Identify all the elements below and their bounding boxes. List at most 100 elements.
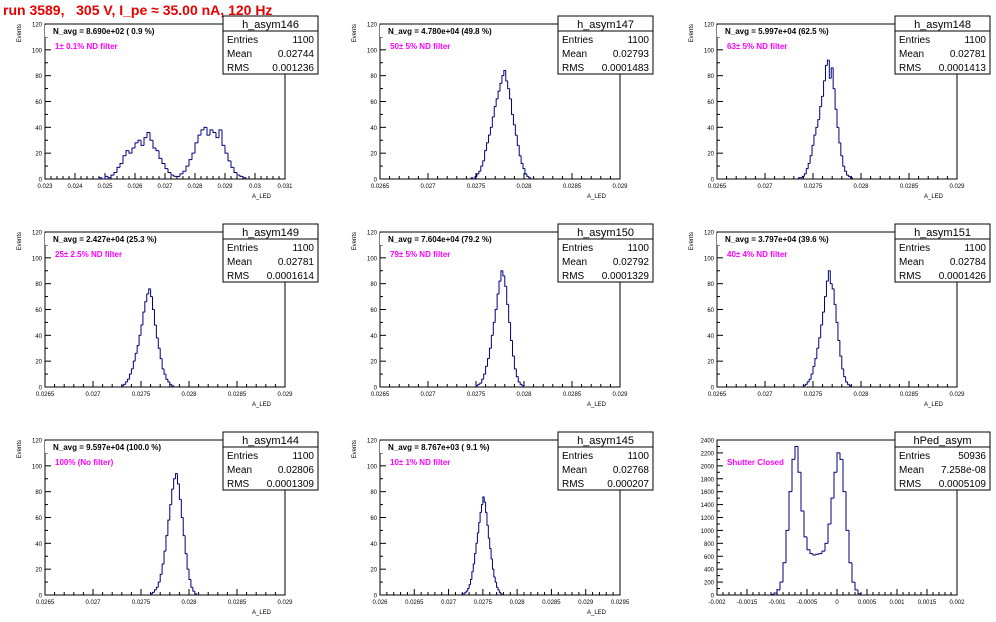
stats-box xyxy=(894,431,991,491)
navg-label: N_avg = 8.690e+02 ( 0.9 %) xyxy=(53,27,155,36)
stats-value: 1100 xyxy=(627,35,649,46)
histogram-bin xyxy=(493,106,497,117)
histogram-bin xyxy=(116,166,120,173)
stats-value: 0.02781 xyxy=(278,257,315,268)
histogram-bin xyxy=(785,529,789,563)
histogram-bin xyxy=(121,385,124,387)
x-axis-label: A_LED xyxy=(587,194,607,200)
histogram-bin xyxy=(845,491,849,531)
stats-key: RMS xyxy=(899,271,922,282)
navg-box-bg xyxy=(380,441,560,453)
x-tick-label: 0.0285 xyxy=(563,392,582,398)
histogram-bin xyxy=(491,558,494,570)
stats-key: RMS xyxy=(562,479,585,490)
x-axis-label: A_LED xyxy=(924,194,944,200)
histogram-bin xyxy=(487,134,491,143)
stats-key: RMS xyxy=(899,63,922,74)
histogram-bin xyxy=(155,586,159,590)
y-tick-label: 60 xyxy=(35,308,42,314)
histogram-bin xyxy=(475,542,478,554)
y-tick-label: 120 xyxy=(704,231,715,237)
histogram-bin xyxy=(180,499,184,518)
stats-value: 1100 xyxy=(292,243,314,254)
histogram-bin xyxy=(513,356,517,370)
histogram-name: h_asym148 xyxy=(914,19,971,31)
y-axis-label: Events xyxy=(17,440,23,458)
y-tick-label: 0 xyxy=(711,594,715,600)
x-tick-label: 0.027 xyxy=(85,600,101,606)
x-tick-label: 0.0265 xyxy=(371,392,390,398)
histogram-bin xyxy=(496,293,500,310)
histogram-bin xyxy=(487,525,490,539)
histogram-bin xyxy=(830,497,834,524)
histogram-bin xyxy=(827,270,831,282)
histogram-bin xyxy=(824,296,827,313)
y-tick-label: 80 xyxy=(370,74,377,80)
filter-annotation: 1± 0.1% ND filter xyxy=(55,42,118,51)
y-tick-label: 120 xyxy=(32,23,43,29)
histogram-bin xyxy=(127,378,130,382)
histogram-bin xyxy=(833,471,837,499)
histogram-bin xyxy=(827,523,831,544)
navg-box-bg xyxy=(717,25,897,37)
histogram-bin xyxy=(486,512,489,526)
filter-annotation: 63± 5% ND filter xyxy=(727,42,787,51)
x-tick-label: 0.028 xyxy=(187,184,203,190)
histogram-bin xyxy=(471,571,474,580)
histogram-bin xyxy=(146,132,150,138)
histogram-bin xyxy=(505,70,508,82)
histogram-bin xyxy=(468,584,471,589)
histogram-bin xyxy=(828,60,832,79)
histogram-bin xyxy=(221,129,225,146)
histogram-bin xyxy=(188,569,191,580)
histogram-bin xyxy=(169,504,172,521)
histogram-bin xyxy=(496,582,498,588)
stats-box xyxy=(557,15,654,75)
y-tick-label: 2000 xyxy=(701,464,715,470)
x-tick-label: 0.025 xyxy=(97,184,113,190)
navg-box-bg xyxy=(45,233,225,245)
histogram-bin xyxy=(830,67,834,79)
histogram-bin xyxy=(821,550,825,554)
y-tick-label: 40 xyxy=(35,334,42,340)
stats-value: 0.02784 xyxy=(950,257,987,268)
x-tick-label: 0.0275 xyxy=(804,392,823,398)
y-tick-label: 1800 xyxy=(701,477,715,483)
x-tick-label: 0.028 xyxy=(516,184,532,190)
stats-value: 7.258e-08 xyxy=(941,465,986,476)
histogram-bin xyxy=(165,374,168,380)
histogram-bin xyxy=(794,445,798,460)
histogram-bin xyxy=(520,155,524,164)
y-tick-label: 20 xyxy=(370,568,377,574)
histogram-bin xyxy=(152,591,155,594)
stats-key: Mean xyxy=(562,49,587,60)
x-tick-label: 0.031 xyxy=(277,184,293,190)
histogram-bin xyxy=(840,142,843,157)
stats-key: Mean xyxy=(227,49,252,60)
histogram-bin xyxy=(806,536,810,551)
histogram-bin xyxy=(157,337,161,349)
histogram-bin xyxy=(230,160,234,168)
y-tick-label: 0 xyxy=(39,594,43,600)
histogram-bin xyxy=(835,304,838,323)
histogram-bin xyxy=(511,340,515,357)
histogram-bin xyxy=(137,139,141,143)
histogram-bin xyxy=(510,322,513,341)
histogram-bin xyxy=(824,64,828,81)
histogram-bin xyxy=(209,129,213,136)
stats-value: 1100 xyxy=(292,35,314,46)
y-tick-label: 40 xyxy=(370,126,377,132)
histogram-bin xyxy=(136,345,140,354)
histogram-bin xyxy=(500,592,503,595)
histogram-bin xyxy=(192,587,195,592)
y-tick-label: 120 xyxy=(32,439,43,445)
x-tick-label: 0.028 xyxy=(181,600,197,606)
y-tick-label: 100 xyxy=(367,464,378,470)
y-tick-label: 60 xyxy=(370,516,377,522)
x-tick-label: 0.024 xyxy=(67,184,83,190)
histogram-bin xyxy=(821,95,824,107)
histogram-bin xyxy=(509,88,512,100)
x-tick-label: 0.026 xyxy=(127,184,143,190)
histogram-bin xyxy=(810,373,813,380)
histogram-bin xyxy=(511,98,514,115)
